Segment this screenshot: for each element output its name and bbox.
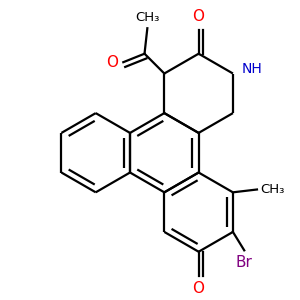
- Text: CH₃: CH₃: [135, 11, 160, 24]
- Text: Br: Br: [236, 255, 253, 270]
- Text: O: O: [106, 55, 118, 70]
- Text: NH: NH: [242, 62, 262, 76]
- Text: O: O: [193, 281, 205, 296]
- Text: CH₃: CH₃: [260, 183, 284, 196]
- Text: O: O: [193, 9, 205, 24]
